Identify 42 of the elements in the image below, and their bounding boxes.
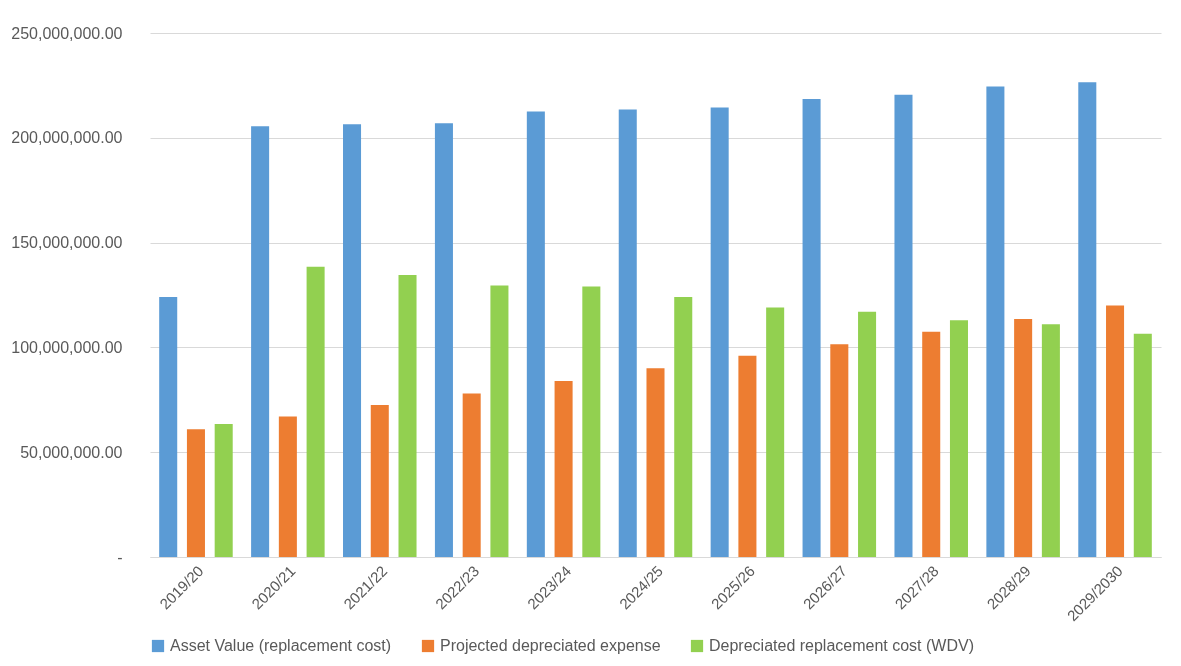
bar [1133,333,1152,557]
y-tick-label: 100,000,000.00 [11,338,123,356]
bar [434,123,453,557]
bar [251,126,270,557]
bar [949,320,968,557]
bar [922,331,941,557]
bar [186,429,205,557]
legend-label: Asset Value (replacement cost) [170,637,392,654]
bar [830,344,849,557]
bar [1106,305,1125,557]
bar [490,285,509,557]
bar [858,311,877,557]
bar [646,368,665,557]
bar [278,416,297,557]
bar [214,423,233,557]
bar [343,124,362,557]
y-tick-label: 250,000,000.00 [11,24,123,42]
y-tick-label: 50,000,000.00 [20,443,123,461]
legend-label: Projected depreciated expense [440,637,661,654]
y-tick-label: 150,000,000.00 [11,234,123,252]
bar [1014,319,1033,557]
bar [738,355,757,557]
bar [710,107,729,557]
bar [802,99,821,557]
bar [618,109,637,557]
bar [526,111,545,557]
bar [370,405,389,557]
y-tick-label: 200,000,000.00 [11,129,123,147]
bar [306,266,325,557]
bar [894,94,913,557]
legend-label: Depreciated replacement cost (WDV) [709,637,974,654]
bar [986,86,1005,557]
bar [1078,82,1097,557]
bar [159,297,178,557]
bar [1041,324,1060,557]
bar [674,297,693,557]
bar [582,286,601,557]
bar [766,307,785,557]
y-tick-label: - [117,548,123,566]
bar [554,380,573,557]
bar [398,275,417,557]
bar [462,393,481,557]
